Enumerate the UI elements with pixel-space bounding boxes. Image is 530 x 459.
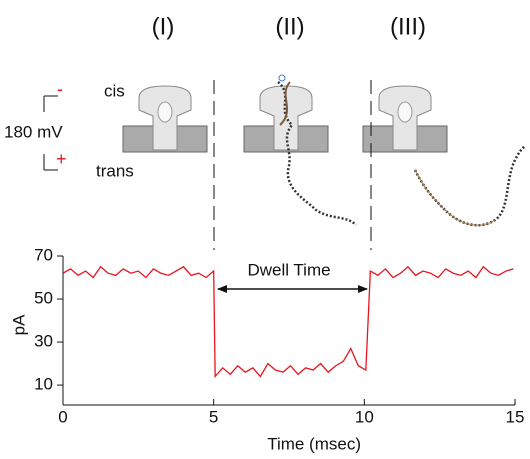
event-dividers [213, 80, 372, 250]
x-axis-title: Time (msec) [267, 434, 361, 453]
pore [362, 85, 526, 227]
minus-sign: - [57, 79, 63, 99]
stage-labels: (I) (II) (III) [152, 13, 426, 40]
y-tick-label: 10 [34, 375, 53, 394]
y-tick-label: 70 [34, 245, 53, 264]
x-tick-label: 0 [58, 407, 67, 426]
stage-label: (III) [390, 13, 426, 40]
dwell-label: Dwell Time [247, 260, 330, 279]
dwell-annotation: Dwell Time [217, 258, 368, 293]
y-tick-label: 30 [34, 332, 53, 351]
stage-label: (II) [275, 13, 304, 40]
plus-sign: + [56, 149, 67, 169]
x-tick-label: 15 [506, 407, 525, 426]
plot: 10 30 50 70 0 5 10 15 [34, 245, 524, 426]
stage-label: (I) [152, 13, 175, 40]
trans-label: trans [96, 161, 134, 180]
pore [122, 85, 208, 153]
pores [122, 74, 526, 227]
voltage-label: 180 mV [4, 122, 63, 141]
x-tick-label: 10 [355, 407, 374, 426]
voltage-legend: - + 180 mV cis trans [4, 79, 134, 181]
x-tick-label: 5 [209, 407, 218, 426]
cis-label: cis [104, 81, 125, 100]
y-tick-label: 50 [34, 289, 53, 308]
dwell-label-bg [232, 258, 344, 282]
pore [243, 74, 357, 226]
current-trace [62, 265, 514, 379]
y-axis-title: pA [9, 314, 28, 335]
